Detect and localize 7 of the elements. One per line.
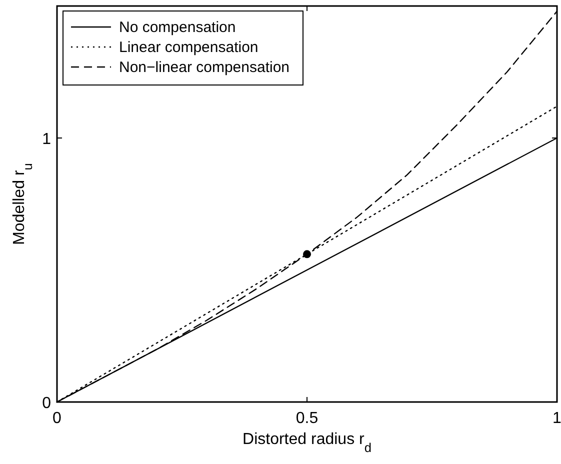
x-tick-label: 0.5 <box>296 410 318 427</box>
x-tick-label: 0 <box>52 410 62 427</box>
x-tick-label: 1 <box>552 410 561 427</box>
legend-label: No compensation <box>119 19 236 36</box>
legend-label: Non−linear compensation <box>119 59 290 76</box>
x-axis-title: Distorted radius r$_{d}$ <box>242 431 372 454</box>
legend-label: Linear compensation <box>119 39 258 56</box>
